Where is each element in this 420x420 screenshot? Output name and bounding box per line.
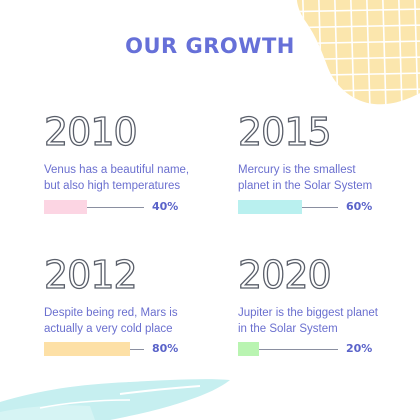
- progress-fill: [238, 200, 302, 214]
- brush-wave-decoration: [0, 379, 230, 420]
- progress-bar-2010: 40%: [44, 200, 180, 214]
- milestone-description: Mercury is the smallest planet in the So…: [238, 164, 373, 192]
- page-title: OUR GROWTH: [125, 34, 295, 58]
- milestone-2010: 2010 Venus has a beautiful name, but als…: [43, 110, 189, 194]
- milestone-description: Despite being red, Mars is actually a ve…: [44, 307, 178, 335]
- progress-percent: 80%: [152, 342, 179, 355]
- progress-fill: [238, 342, 259, 356]
- progress-bar-2015: 60%: [238, 200, 374, 214]
- milestone-year: 2010: [43, 110, 138, 154]
- progress-percent: 40%: [152, 200, 179, 213]
- milestone-2015: 2015 Mercury is the smallest planet in t…: [237, 110, 378, 194]
- progress-fill: [44, 200, 87, 214]
- milestone-2020: 2020 Jupiter is the biggest planet in th…: [237, 253, 378, 337]
- progress-bar-2012: 80%: [44, 342, 180, 356]
- milestone-year: 2015: [237, 110, 332, 154]
- progress-percent: 20%: [346, 342, 373, 355]
- progress-percent: 60%: [346, 200, 373, 213]
- milestone-description: Jupiter is the biggest planet in the Sol…: [238, 307, 379, 335]
- milestone-2012: 2012 Despite being red, Mars is actually…: [43, 253, 184, 337]
- progress-track: [238, 349, 338, 350]
- milestone-year: 2020: [237, 253, 332, 297]
- milestone-year: 2012: [43, 253, 138, 297]
- milestone-description: Venus has a beautiful name, but also hig…: [44, 164, 190, 192]
- progress-fill: [44, 342, 130, 356]
- progress-track: [44, 207, 144, 208]
- progress-bar-2020: 20%: [238, 342, 374, 356]
